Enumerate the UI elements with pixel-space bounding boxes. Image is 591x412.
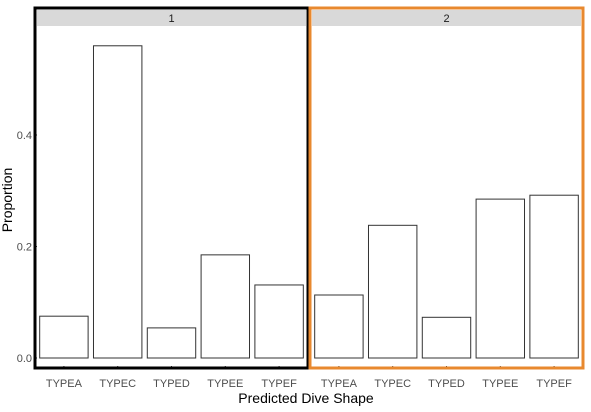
x-tick-label: TYPEF <box>536 378 572 390</box>
x-tick-label: TYPED <box>153 378 190 390</box>
x-axis-title: Predicted Dive Shape <box>238 390 374 406</box>
x-tick-label: TYPEC <box>99 378 136 390</box>
bar-typee <box>475 198 526 359</box>
bar-typea <box>39 315 89 359</box>
bar-typec <box>92 45 143 359</box>
x-tick-label: TYPEE <box>207 378 243 390</box>
chart-panels: 1 TYPEA TYPEC TYPED TYPEE TYPEF 2 TYPEA TYPEC TYP… <box>37 10 581 390</box>
bar-typea <box>314 294 364 359</box>
panel-1-highlight-box <box>33 6 310 370</box>
x-tick-label: TYPEF <box>261 378 297 390</box>
x-tick-label: TYPEA <box>46 378 83 390</box>
panel-strip-label: 1 <box>168 13 174 25</box>
panel-highlights <box>33 6 585 370</box>
bar-typed <box>421 316 472 359</box>
panel-strip <box>37 10 306 26</box>
panel-1: 1 TYPEA TYPEC TYPED TYPEE TYPEF <box>37 10 306 390</box>
bar-typec <box>367 224 418 359</box>
bar-typef <box>529 194 579 359</box>
bar-typed <box>146 327 197 359</box>
x-tick-label: TYPEC <box>374 378 411 390</box>
y-tick-label: 0.2 <box>17 241 32 253</box>
panel-2: 2 TYPEA TYPEC TYPED TYPEE TYPEF <box>312 10 581 390</box>
x-tick-label: TYPED <box>428 378 465 390</box>
y-tick-label: 0.0 <box>17 353 32 365</box>
x-tick-label: TYPEE <box>482 378 518 390</box>
bar-typef <box>254 284 304 359</box>
y-tick-label: 0.4 <box>17 130 32 142</box>
y-axis-title: Proportion <box>0 168 15 233</box>
bar-typee <box>200 254 251 359</box>
panel-strip-label: 2 <box>443 13 449 25</box>
x-tick-label: TYPEA <box>321 378 358 390</box>
panel-2-highlight-box <box>308 6 585 370</box>
panel-strip <box>312 10 581 26</box>
